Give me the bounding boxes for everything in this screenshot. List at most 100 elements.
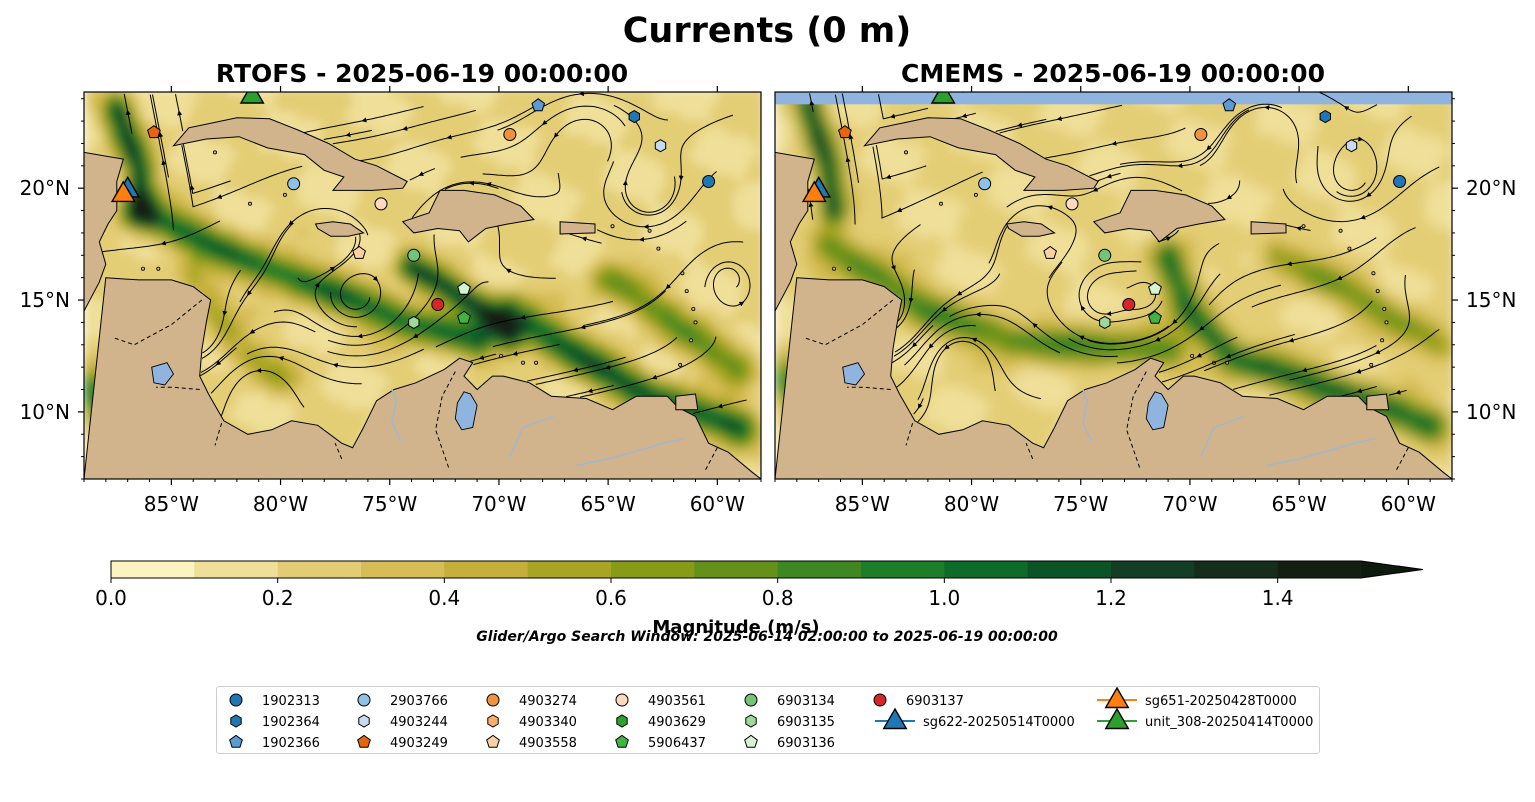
cmems-river <box>1266 437 1376 467</box>
cmems-ytick-label: 20°N <box>1466 176 1516 200</box>
colorbar-bin <box>1277 561 1362 578</box>
legend-marker-4903629 <box>616 714 628 728</box>
cmems-small-island <box>832 266 837 271</box>
rtofs-xtick-label: 75°W <box>362 492 417 516</box>
legend-label: 4903629 <box>648 715 706 730</box>
cmems-small-island <box>904 150 909 155</box>
rtofs-border <box>334 443 343 460</box>
rtofs-streamline-arrow <box>402 125 408 131</box>
cmems-streamline-arrow <box>1286 261 1293 267</box>
cmems-border <box>1394 447 1409 473</box>
cmems-streamline-arrow <box>1288 337 1295 343</box>
rtofs-streamline-arrow <box>587 388 594 394</box>
panel-rtofs: RTOFS - 2025-06-19 00:00:00 85°W 80°W 75°W… <box>20 59 762 516</box>
legend-label: 6903134 <box>777 694 835 709</box>
rtofs-lake-nicaragua <box>151 362 175 386</box>
cmems-streamline-arrow <box>889 113 896 119</box>
cmems-streamline-arrow <box>1343 106 1350 111</box>
legend-label: 6903136 <box>777 736 835 751</box>
legend-marker-1902313 <box>229 693 243 707</box>
cmems-platform-1902364 <box>1319 110 1331 124</box>
cmems-streamline-arrow <box>1079 335 1085 341</box>
rtofs-streamline-arrow <box>542 119 548 126</box>
legend-entry-4903249: 4903249 <box>357 734 448 751</box>
colorbar-tick-label: 1.0 <box>928 586 960 610</box>
legend-entry-4903629: 4903629 <box>616 714 706 730</box>
legend-marker-5906437 <box>615 734 629 748</box>
rtofs-streamline-arrow <box>125 109 131 116</box>
colorbar-bin <box>694 561 779 578</box>
cmems-platform-1902313 <box>1393 174 1407 188</box>
legend-marker-sg651-20250428T0000 <box>1104 686 1130 709</box>
rtofs-streamline-arrow <box>665 283 672 290</box>
rtofs-platform-5906437 <box>457 310 471 324</box>
legend-label: 4903274 <box>519 694 577 709</box>
cmems-border <box>1126 371 1147 468</box>
rtofs-streamline-arrow <box>580 324 586 330</box>
legend-label: 5906437 <box>648 736 706 751</box>
cmems-streamline-arrow <box>1111 140 1117 146</box>
cmems-streamline-arrow <box>1172 318 1178 325</box>
rtofs-border <box>435 371 456 468</box>
cmems-river <box>1082 389 1093 442</box>
cmems-land-cuba <box>863 117 1099 191</box>
legend-label: unit_308-20250414T0000 <box>1145 715 1313 730</box>
cmems-river <box>1200 415 1245 457</box>
legend-marker-4903274 <box>486 693 500 707</box>
colorbar-bin <box>944 561 1029 578</box>
cmems-streamline-arrow <box>1032 322 1038 329</box>
rtofs-streamline-arrow <box>372 275 379 282</box>
rtofs-streamline-arrow <box>247 290 253 296</box>
colorbar-tick-label: 0.4 <box>428 586 460 610</box>
cmems-small-island <box>1338 228 1343 233</box>
cmems-border <box>847 386 891 390</box>
cmems-streamline-arrow <box>1080 305 1086 311</box>
rtofs-ytick-label: 10°N <box>20 400 70 424</box>
cmems-platform-6903135 <box>1099 315 1111 329</box>
legend-label: 6903137 <box>906 694 964 709</box>
cmems-streamline-arrow <box>941 306 948 312</box>
rtofs-xtick-label: 60°W <box>690 492 745 516</box>
cmems-streamline-arrow <box>1355 368 1362 374</box>
cmems-lake-nicaragua <box>842 362 866 386</box>
rtofs-border <box>156 386 200 390</box>
legend-marker-sg622-20250514T0000 <box>882 707 908 730</box>
rtofs-platform-unit_308-20250414T0000 <box>239 92 265 104</box>
panel-rtofs-title: RTOFS - 2025-06-19 00:00:00 <box>216 59 628 88</box>
search-window-note: Glider/Argo Search Window: 2025-06-14 02… <box>476 629 1058 645</box>
rtofs-streamline-arrow <box>314 282 320 288</box>
rtofs-xtick-label: 80°W <box>253 492 308 516</box>
cmems-streamline-arrow <box>1374 349 1381 354</box>
rtofs-xtick-label: 65°W <box>581 492 636 516</box>
cmems-lake-maracaibo <box>1145 391 1169 431</box>
colorbar-bin <box>611 561 695 578</box>
rtofs-streamline-arrow <box>446 134 453 140</box>
cmems-small-island <box>1369 362 1374 367</box>
cmems-border <box>1238 481 1242 495</box>
legend-entry-1902366: 1902366 <box>229 734 320 751</box>
rtofs-small-island <box>140 266 145 271</box>
cmems-xtick-label: 75°W <box>1053 492 1108 516</box>
cmems-small-island <box>1190 353 1195 358</box>
rtofs-streamline-arrow <box>651 374 658 380</box>
legend-label: 1902313 <box>262 694 320 709</box>
rtofs-small-island <box>689 338 694 343</box>
legend-marker-6903137 <box>873 693 887 707</box>
rtofs-streamline-arrow <box>478 355 485 360</box>
legend-marker-6903136 <box>744 734 758 748</box>
colorbar-tick-label: 0.6 <box>595 586 627 610</box>
rtofs-border <box>703 447 718 473</box>
legend-marker-4903249 <box>357 734 371 748</box>
rtofs-border <box>214 422 223 446</box>
cmems-platform-6903134 <box>1098 248 1112 262</box>
rtofs-river <box>509 415 554 457</box>
cmems-platform-unit_308-20250414T0000 <box>930 92 956 104</box>
cmems-land-jamaica <box>1005 221 1056 237</box>
cmems-nodata-band <box>775 92 1452 105</box>
rtofs-small-island <box>282 192 287 197</box>
legend-entry-1902313: 1902313 <box>229 693 320 709</box>
cmems-platform-5906437 <box>1148 310 1162 324</box>
cmems-land-trinidad <box>1366 393 1390 411</box>
legend-marker-2903766 <box>357 693 371 707</box>
rtofs-land-cuba <box>172 117 408 191</box>
